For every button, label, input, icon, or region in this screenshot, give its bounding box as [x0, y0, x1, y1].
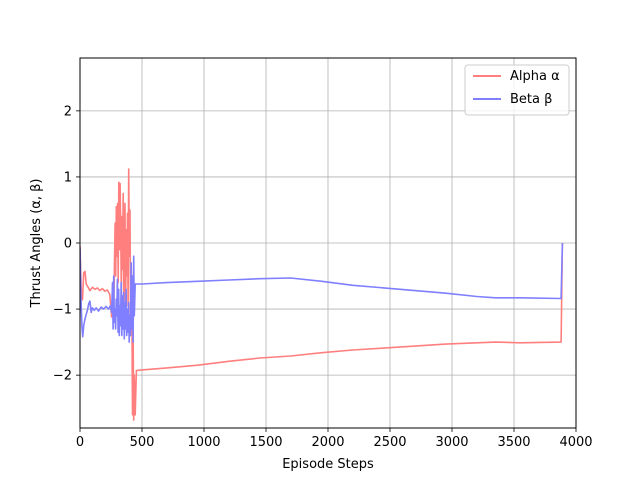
x-tick-label: 2000 [311, 435, 344, 450]
x-tick-label: 0 [76, 435, 84, 450]
x-tick-label: 1000 [187, 435, 220, 450]
y-tick-label: 0 [64, 237, 72, 252]
y-tick-label: −2 [53, 369, 72, 384]
x-tick-label: 2500 [373, 435, 406, 450]
x-tick-label: 3000 [435, 435, 468, 450]
y-axis-label: Thrust Angles (α, β) [29, 179, 44, 309]
legend-label-alpha: Alpha α [510, 69, 560, 84]
legend-box [464, 64, 570, 116]
axis-ticks: 0 500 1000 1500 2000 2500 3000 3500 4000 −2 −1 0 1 2 [53, 104, 593, 450]
x-tick-label: 4000 [559, 435, 592, 450]
legend-label-beta: Beta β [510, 92, 552, 107]
x-tick-label: 1500 [249, 435, 282, 450]
series-layer [80, 168, 564, 421]
legend: Alpha α Beta β [464, 64, 570, 116]
series-line-beta [80, 242, 564, 343]
x-axis-label: Episode Steps [282, 457, 374, 472]
y-tick-label: −1 [53, 303, 72, 318]
y-tick-label: 2 [64, 104, 72, 119]
y-tick-label: 1 [64, 170, 72, 185]
x-tick-label: 500 [130, 435, 155, 450]
x-tick-label: 3500 [497, 435, 530, 450]
series-line-alpha [80, 168, 564, 421]
